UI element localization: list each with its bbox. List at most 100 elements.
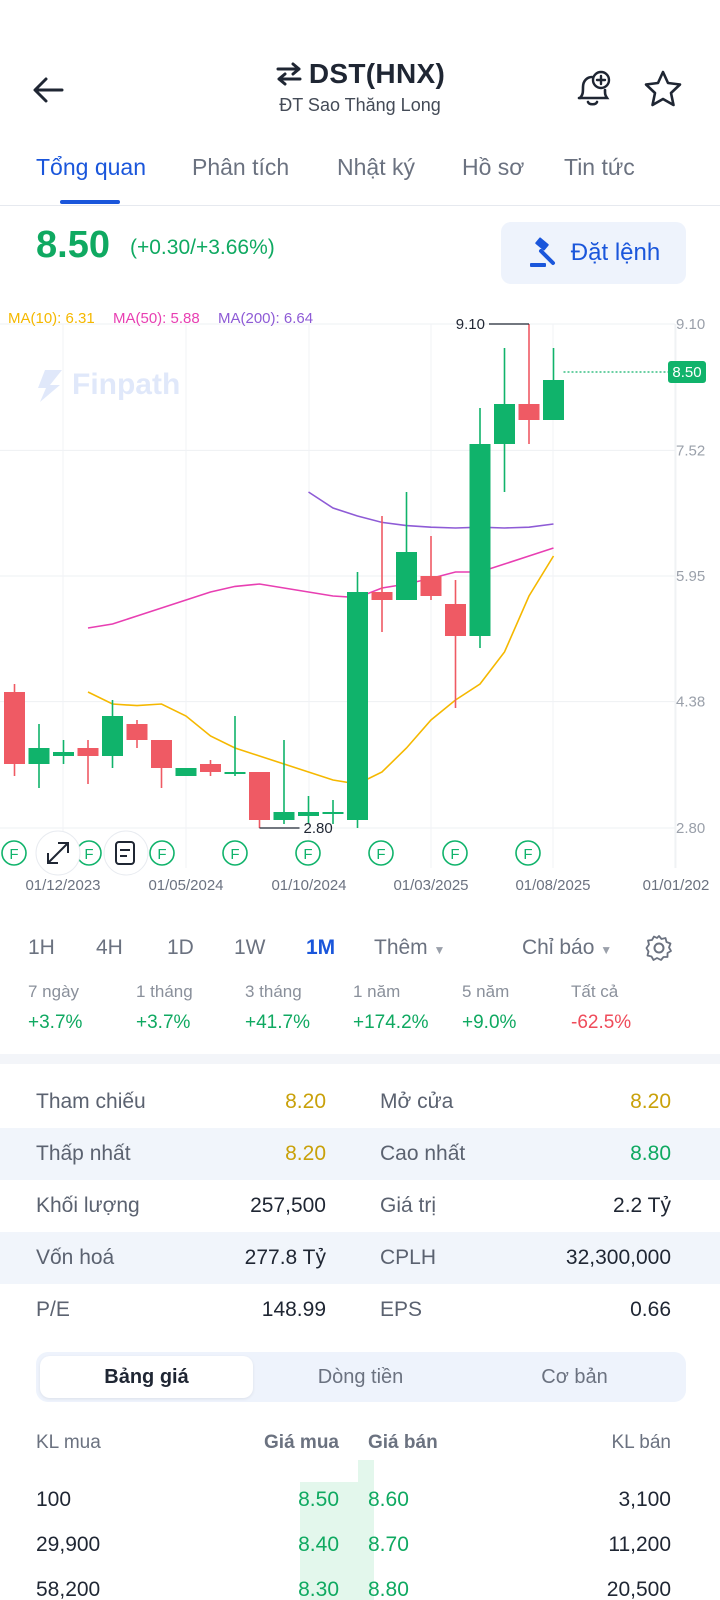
tab-phan-tich[interactable]: Phân tích: [192, 154, 290, 180]
candle: [396, 492, 417, 600]
add-alert-bell-icon[interactable]: [572, 68, 614, 110]
stat-label: Tham chiếu: [36, 1090, 146, 1113]
stat-label: EPS: [380, 1298, 423, 1321]
event-marker: F: [1, 840, 27, 866]
tab-tin-tuc[interactable]: Tin tức: [564, 154, 635, 180]
candle: [543, 348, 564, 420]
segment-co-ban[interactable]: Cơ bản: [541, 1366, 608, 1388]
stat-row: P/E 148.99 EPS 0.66: [0, 1284, 720, 1336]
event-marker-circle: [149, 840, 175, 866]
stat-value: 8.20: [630, 1090, 671, 1113]
header-bid-volume: KL mua: [36, 1432, 101, 1453]
chart-tool-expand[interactable]: [35, 830, 81, 876]
perf-5y[interactable]: 5 năm +9.0%: [462, 982, 516, 1034]
ask-volume: 3,100: [618, 1488, 671, 1511]
ask-price: 8.80: [368, 1578, 409, 1600]
segment-control: Bảng giá Dòng tiền Cơ bản: [36, 1352, 686, 1402]
candle: [53, 740, 74, 764]
bid-volume: 29,900: [36, 1533, 101, 1556]
ask-price: 8.70: [368, 1533, 409, 1556]
candle: [347, 572, 368, 828]
period-4h[interactable]: 4H: [96, 936, 123, 959]
tab-tong-quan[interactable]: Tổng quan: [36, 154, 146, 180]
page-title: DST(HNX): [275, 58, 445, 90]
perf-all[interactable]: Tất cả -62.5%: [571, 982, 631, 1034]
perf-label: 5 năm: [462, 982, 510, 1001]
perf-1y[interactable]: 1 năm +174.2%: [353, 982, 429, 1034]
y-tick-label: 9.10: [676, 316, 705, 333]
stat-value: 8.80: [630, 1142, 671, 1165]
chart-tool-notes[interactable]: [103, 830, 149, 876]
more-label: Thêm: [374, 936, 428, 959]
tab-ho-so[interactable]: Hồ sơ: [462, 154, 525, 180]
segment-bang-gia[interactable]: Bảng giá: [40, 1356, 253, 1398]
section-divider: [0, 1054, 720, 1064]
ma10-legend: MA(10): 6.31: [8, 310, 95, 327]
more-dropdown[interactable]: Thêm ▼: [374, 936, 445, 960]
bid-price: 8.40: [298, 1533, 339, 1556]
expand-icon: [47, 842, 69, 864]
candle: [494, 348, 515, 492]
event-marker-circle: [222, 840, 248, 866]
perf-3m[interactable]: 3 tháng +41.7%: [245, 982, 310, 1034]
bid-price: 8.30: [298, 1578, 339, 1600]
settings-gear-icon[interactable]: [645, 934, 673, 962]
active-tab-indicator: [60, 200, 120, 204]
segment-dong-tien[interactable]: Dòng tiền: [317, 1366, 404, 1388]
watermark-text: Finpath: [72, 368, 180, 401]
swap-icon: [276, 62, 302, 86]
price-chart[interactable]: Finpath MA(10): 6.31 MA(50): 5.88 MA(200…: [0, 300, 720, 910]
indicator-dropdown[interactable]: Chỉ báo ▼: [522, 936, 612, 960]
current-price-tag: [668, 361, 706, 383]
period-1h[interactable]: 1H: [28, 936, 55, 959]
event-marker: F: [222, 840, 248, 866]
candle-body: [445, 604, 466, 636]
period-1m[interactable]: 1M: [306, 936, 336, 959]
stat-label: Mở cửa: [380, 1090, 454, 1113]
company-name: ĐT Sao Thăng Long: [279, 95, 441, 115]
stat-label: Giá trị: [380, 1194, 437, 1217]
candle: [273, 740, 295, 824]
event-marker: F: [149, 840, 175, 866]
stat-value: 257,500: [250, 1194, 326, 1217]
event-marker-circle: [295, 840, 321, 866]
header-bid-price: Giá mua: [264, 1432, 339, 1453]
candle-body: [77, 748, 99, 756]
candle-body: [249, 772, 270, 820]
event-marker-label: F: [376, 846, 385, 863]
period-1d[interactable]: 1D: [167, 936, 194, 959]
y-axis-labels: 9.10 7.52 5.95 4.38 2.80: [676, 316, 705, 837]
event-marker-circle: [1, 840, 27, 866]
perf-label: 7 ngày: [28, 982, 80, 1001]
candles: [4, 324, 564, 828]
y-tick-label: 5.95: [676, 568, 705, 585]
favorite-star-icon[interactable]: [642, 68, 684, 110]
stat-row: Thấp nhất 8.20 Cao nhất 8.80: [0, 1128, 720, 1180]
candle: [298, 796, 319, 824]
event-marker-label: F: [9, 846, 18, 863]
perf-1m[interactable]: 1 tháng +3.7%: [136, 982, 193, 1034]
place-order-button[interactable]: Đặt lệnh: [501, 222, 686, 284]
tab-nhat-ky[interactable]: Nhật ký: [337, 154, 415, 180]
performance-row: 7 ngày +3.7% 1 tháng +3.7% 3 tháng +41.7…: [0, 982, 720, 1046]
perf-7d[interactable]: 7 ngày +3.7%: [28, 982, 82, 1034]
x-tick-label: 01/01/202: [643, 877, 710, 894]
period-1w[interactable]: 1W: [234, 936, 266, 959]
back-arrow-icon[interactable]: [28, 70, 68, 110]
candle-body: [273, 812, 295, 820]
candle-body: [200, 764, 221, 772]
event-marker-label: F: [157, 846, 166, 863]
perf-value: +9.0%: [462, 1012, 517, 1033]
orderbook-row[interactable]: 29,900 8.40 8.70 11,200: [0, 1523, 720, 1569]
bid-price: 8.50: [298, 1488, 339, 1511]
stat-label: Cao nhất: [380, 1142, 466, 1165]
perf-label: 1 tháng: [136, 982, 193, 1001]
candle-body: [396, 552, 417, 600]
chart-annotations: 9.10 2.80 8.50: [259, 316, 706, 837]
orderbook-row[interactable]: 100 8.50 8.60 3,100: [0, 1478, 720, 1524]
x-tick-label: 01/12/2023: [25, 877, 100, 894]
candle: [200, 760, 221, 776]
stat-label: Thấp nhất: [36, 1142, 131, 1165]
last-price: 8.50: [36, 224, 110, 266]
orderbook-row[interactable]: 58,200 8.30 8.80 20,500: [0, 1568, 720, 1600]
